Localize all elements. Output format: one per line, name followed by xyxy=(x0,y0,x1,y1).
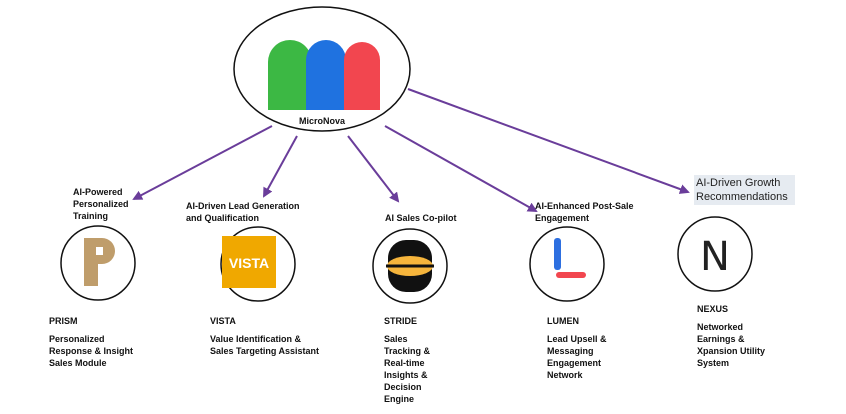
vista-name: VISTA xyxy=(210,316,236,326)
vista-logo-text: VISTA xyxy=(229,255,269,271)
nexus-name: NEXUS xyxy=(697,304,729,314)
nexus-logo-icon: N xyxy=(700,234,730,280)
vista-description: Value Identification & Sales Targeting A… xyxy=(210,334,320,356)
vista-category-label: AI-Driven Lead Generation and Qualificat… xyxy=(186,201,300,223)
lumen-logo-icon xyxy=(554,238,586,278)
lumen-description: Lead Upsell & Messaging Engagement Netwo… xyxy=(547,334,607,380)
arrow-to-lumen xyxy=(384,125,538,212)
nexus-circle xyxy=(677,216,753,292)
arrow-to-nexus xyxy=(407,88,690,194)
stride-logo-icon xyxy=(386,240,434,292)
prism-logo-icon xyxy=(84,238,115,286)
vista-logo-icon: VISTA xyxy=(222,236,276,288)
micronova-hub: MicroNova xyxy=(233,6,411,132)
lumen-circle xyxy=(529,226,605,302)
connector-arrows xyxy=(132,88,690,212)
hub-name: MicroNova xyxy=(299,116,346,126)
lumen-node xyxy=(529,226,605,302)
nexus-description: Networked Earnings & Xpansion Utility Sy… xyxy=(697,322,766,368)
stride-name: STRIDE xyxy=(384,316,418,326)
stride-description: Sales Tracking & Real-time Insights & De… xyxy=(384,334,431,404)
prism-description: Personalized Response & Insight Sales Mo… xyxy=(49,334,134,368)
stride-category-label: AI Sales Co-pilot xyxy=(385,213,457,223)
prism-node xyxy=(60,225,136,301)
arrow-to-vista xyxy=(263,135,298,198)
vista-node: VISTA xyxy=(220,226,296,302)
arrow-to-stride xyxy=(347,135,400,203)
micronova-logo-icon xyxy=(268,40,380,110)
nexus-node: N xyxy=(677,216,753,292)
prism-category-label: AI-Powered Personalized Training xyxy=(73,187,129,221)
stride-node xyxy=(372,228,448,304)
prism-name: PRISM xyxy=(49,316,78,326)
arrow-to-prism xyxy=(132,125,273,200)
lumen-category-label: AI-Enhanced Post-Sale Engagement xyxy=(535,201,634,223)
lumen-name: LUMEN xyxy=(547,316,579,326)
nexus-category-label: AI-Driven Growth Recommendations xyxy=(694,175,795,205)
